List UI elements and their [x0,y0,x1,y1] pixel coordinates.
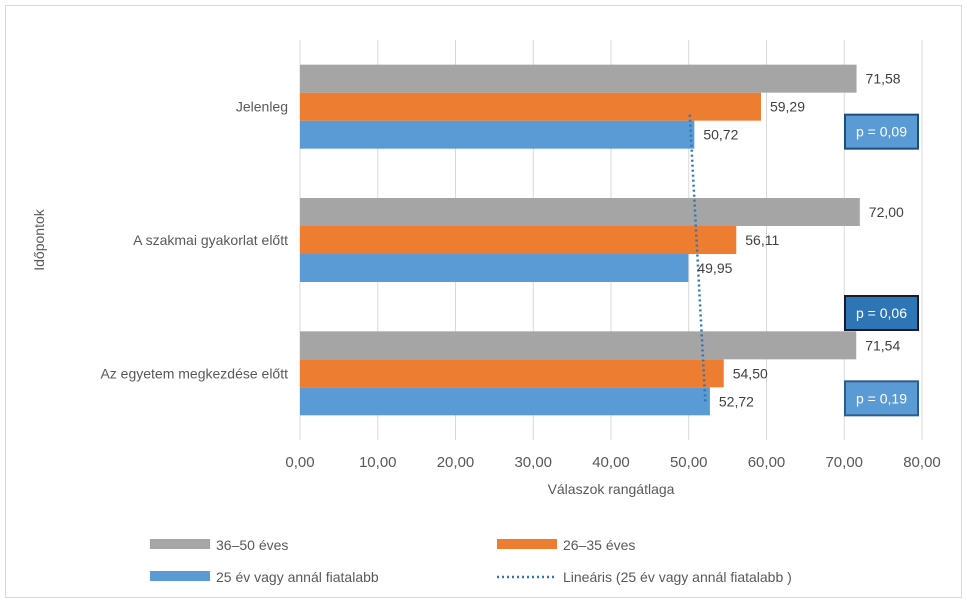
x-tick-label: 10,00 [359,454,397,471]
bar [300,226,737,254]
p-value-text: p = 0,09 [856,124,907,140]
x-tick-label: 50,00 [670,454,708,471]
data-label: 54,50 [733,365,768,381]
p-value-boxes: p = 0,09 p = 0,06 p = 0,19 [844,113,919,417]
x-tick-label: 80,00 [903,454,941,471]
x-tick-label: 70,00 [825,454,863,471]
y-axis-title: Időpontok [31,208,47,270]
data-label: 52,72 [719,393,754,409]
legend-label: 36–50 éves [216,537,288,553]
p-value-box [844,113,919,150]
bar [300,331,857,360]
legend-swatch [150,539,210,549]
x-axis-title: Válaszok rangátlaga [548,481,675,497]
category-label: Az egyetem megkezdése előtt [100,365,288,381]
data-label: 71,54 [865,337,900,353]
bar [300,198,860,226]
bar [300,359,724,388]
chart-frame [5,5,962,598]
x-tick-label: 20,00 [437,454,475,471]
category-label: A szakmai gyakorlat előtt [133,232,288,248]
data-label: 59,29 [770,99,805,115]
category-labels: Az egyetem megkezdése előtt A szakmai gya… [100,99,288,382]
legend-swatch [150,571,210,581]
data-label: 50,72 [703,127,738,143]
bar [300,120,695,149]
data-label: 56,11 [745,232,779,248]
bars [300,64,860,416]
legend-label: Lineáris (25 év vagy annál fiatalabb ) [563,569,792,585]
legend: 36–50 éves 26–35 éves 25 év vagy annál fia… [150,537,792,585]
data-label: 49,95 [697,260,732,276]
x-tick-label: 60,00 [748,454,786,471]
x-tick-labels: 0,00 10,00 20,00 30,00 40,00 50,00 60,00 70,00 8… [285,454,940,471]
category-label: Jelenleg [236,99,288,115]
legend-swatch [497,539,557,549]
data-labels: 52,72 54,50 71,54 49,95 56,11 72,00 50,72 59,29… [697,71,904,410]
data-label: 72,00 [869,204,904,220]
data-label: 71,58 [866,71,901,87]
legend-label: 25 év vagy annál fiatalabb [216,569,379,585]
legend-label: 26–35 éves [563,537,635,553]
p-value-box [844,380,919,417]
bar [300,64,857,93]
bar [300,254,689,282]
p-value-text: p = 0,06 [856,305,907,321]
p-value-text: p = 0,19 [856,390,907,406]
x-tick-label: 0,00 [285,454,314,471]
x-tick-label: 40,00 [592,454,630,471]
x-tick-label: 30,00 [514,454,552,471]
bar [300,387,710,416]
p-value-box [844,295,919,331]
bar [300,92,761,121]
